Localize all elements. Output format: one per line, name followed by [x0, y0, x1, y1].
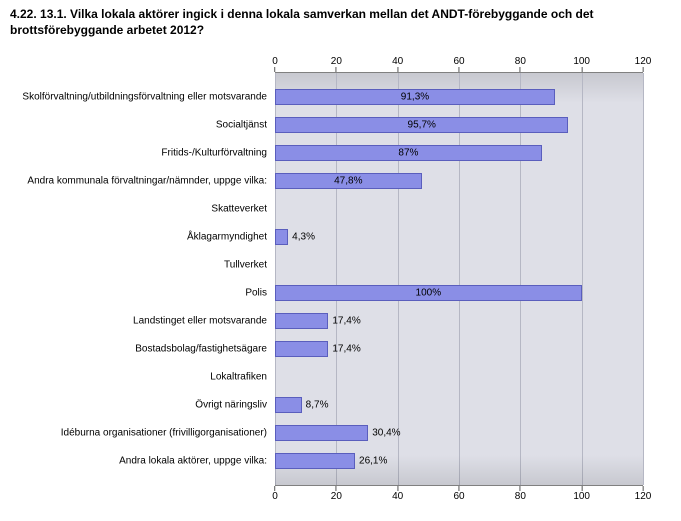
bar-value-label: 4,3%: [288, 232, 315, 243]
category-label: Andra lokala aktörer, uppge vilka:: [2, 456, 267, 467]
category-label: Åklagarmyndighet: [2, 232, 267, 243]
bar-value-label: 8,7%: [302, 400, 329, 411]
bar: [275, 229, 288, 245]
xtick-bottom: 0: [272, 486, 278, 502]
bar-row: Socialtjänst95,7%: [275, 111, 643, 139]
xtick-top: 120: [635, 56, 652, 72]
chart-title: 4.22. 13.1. Vilka lokala aktörer ingick …: [0, 0, 681, 50]
category-label: Polis: [2, 288, 267, 299]
bar-row: Övrigt näringsliv8,7%: [275, 391, 643, 419]
bar-row: Landstinget eller motsvarande17,4%: [275, 307, 643, 335]
bar: [275, 341, 328, 357]
category-label: Landstinget eller motsvarande: [2, 316, 267, 327]
bar-row: Polis100%: [275, 279, 643, 307]
category-label: Lokaltrafiken: [2, 372, 267, 383]
xtick-bottom: 100: [573, 486, 590, 502]
category-label: Fritids-/Kulturförvaltning: [2, 148, 267, 159]
gridline: [643, 73, 644, 485]
xtick-bottom: 60: [453, 486, 464, 502]
category-label: Idéburna organisationer (frivilligorgani…: [2, 428, 267, 439]
bar-value-label: 26,1%: [355, 456, 387, 467]
bar: [275, 453, 355, 469]
xtick-top: 60: [453, 56, 464, 72]
xtick-bottom: 120: [635, 486, 652, 502]
xtick-bottom: 80: [515, 486, 526, 502]
xtick-top: 20: [331, 56, 342, 72]
bar-value-label: 100%: [416, 288, 442, 299]
category-label: Övrigt näringsliv: [2, 400, 267, 411]
xtick-bottom: 40: [392, 486, 403, 502]
category-label: Socialtjänst: [2, 120, 267, 131]
category-label: Andra kommunala förvaltningar/nämnder, u…: [2, 176, 267, 187]
bar-row: Skatteverket: [275, 195, 643, 223]
bar-value-label: 30,4%: [368, 428, 400, 439]
x-axis-top: 020406080100120: [275, 50, 643, 72]
bar-value-label: 95,7%: [408, 120, 436, 131]
bar-row: Andra lokala aktörer, uppge vilka:26,1%: [275, 447, 643, 475]
category-label: Bostadsbolag/fastighetsägare: [2, 344, 267, 355]
xtick-top: 80: [515, 56, 526, 72]
chart-inner: 020406080100120 Skolförvaltning/utbildni…: [275, 50, 643, 508]
bar-value-label: 47,8%: [334, 176, 362, 187]
bar-row: Åklagarmyndighet4,3%: [275, 223, 643, 251]
bar-row: Idéburna organisationer (frivilligorgani…: [275, 419, 643, 447]
bar-row: Andra kommunala förvaltningar/nämnder, u…: [275, 167, 643, 195]
xtick-bottom: 20: [331, 486, 342, 502]
bar-row: Skolförvaltning/utbildningsförvaltning e…: [275, 83, 643, 111]
category-label: Skolförvaltning/utbildningsförvaltning e…: [2, 92, 267, 103]
x-axis-bottom: 020406080100120: [275, 486, 643, 508]
bar-value-label: 17,4%: [328, 344, 360, 355]
category-label: Skatteverket: [2, 204, 267, 215]
plot-area: Skolförvaltning/utbildningsförvaltning e…: [275, 72, 643, 486]
bar-row: Tullverket: [275, 251, 643, 279]
xtick-top: 0: [272, 56, 278, 72]
bar-value-label: 87%: [398, 148, 418, 159]
bar: [275, 313, 328, 329]
chart: 0 20 40 60 80 100 120 Skolförvaltning/utbildni…: [0, 50, 681, 508]
category-label: Tullverket: [2, 260, 267, 271]
bar: [275, 397, 302, 413]
xtick-top: 40: [392, 56, 403, 72]
bar: [275, 425, 368, 441]
bar-value-label: 91,3%: [401, 92, 429, 103]
bar-row: Bostadsbolag/fastighetsägare17,4%: [275, 335, 643, 363]
bar-row: Lokaltrafiken: [275, 363, 643, 391]
bar-value-label: 17,4%: [328, 316, 360, 327]
xtick-top: 100: [573, 56, 590, 72]
bar-row: Fritids-/Kulturförvaltning87%: [275, 139, 643, 167]
